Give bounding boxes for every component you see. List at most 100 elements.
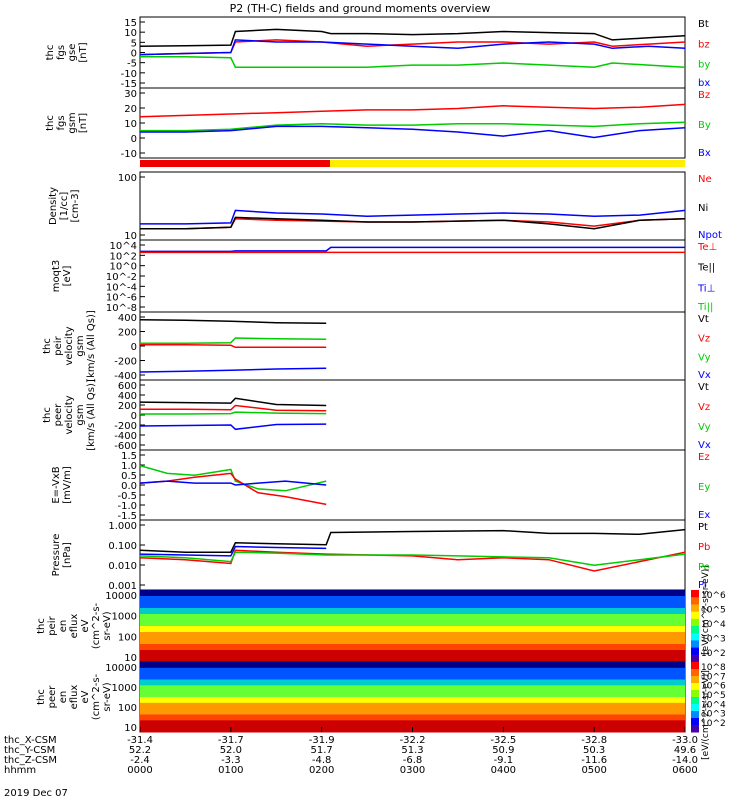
heatmap-cell (140, 614, 685, 621)
y-axis-label: thc (45, 115, 56, 131)
panel-p7: E=-VxB [mV/m] 1.51.00.50.0-0.5-1.0-1.5 Ez Ey… (51, 449, 710, 522)
y-tick-label: 0 (131, 134, 137, 145)
x-tick-label: -11.6 (581, 755, 607, 766)
y-axis-label: gse (67, 44, 78, 62)
series-line-Ni (140, 216, 686, 230)
y-tick-label: 0.001 (108, 581, 137, 592)
legend-entry: bz (698, 39, 710, 50)
colorbar-segment (691, 669, 699, 677)
series-line-Ey (139, 464, 327, 492)
y-axis-label: eflux (69, 685, 80, 710)
heatmap-cell (140, 714, 685, 721)
y-tick-label: -0.5 (117, 491, 137, 502)
y-tick-label: -400 (114, 371, 137, 382)
legend-entry: Bx (698, 148, 711, 159)
colorbar-bottom-label: [eV/(cm^2-s-sr-eV)] (701, 670, 711, 760)
x-tick-label: 50.9 (492, 745, 514, 756)
x-tick-label: -32.8 (581, 735, 607, 746)
date-label: 2019 Dec 07 (4, 788, 68, 799)
x-tick-label: 0600 (672, 765, 697, 776)
panel-p5: thc peir velocity gsm [km/s (All Qs)] 400 200 0… (42, 310, 711, 382)
colorbar-segment (691, 662, 699, 670)
x-tick-label: 52.2 (129, 745, 151, 756)
y-tick-label: 200 (118, 401, 137, 412)
series-line-Ez (139, 472, 327, 506)
legend-entry: Vz (698, 333, 710, 344)
y-axis-label: [km/s (All Qs)] (86, 379, 97, 451)
y-tick-label: 1.5 (121, 451, 137, 462)
y-tick-label: 10 (124, 119, 137, 130)
y-tick-label: 400 (118, 391, 137, 402)
y-tick-label: 10 (124, 653, 137, 664)
panel-p2: thc fgs gsm [nT] 30 20 10 0 -10 Bz By Bx (45, 87, 711, 160)
y-tick-label: 0 (131, 49, 137, 60)
y-axis-label: gsm (67, 112, 78, 133)
x-row-label: thc_X-CSM (4, 735, 57, 746)
y-axis-label: [nPa] (62, 542, 73, 568)
heatmap-cell (140, 679, 685, 686)
y-axis-label: en (58, 691, 69, 704)
y-tick-label: 10000 (105, 591, 137, 602)
series-line-Bz (139, 103, 686, 118)
y-tick-label: -200 (114, 421, 137, 432)
legend-entry: Vt (698, 314, 709, 325)
colorbar-segment (691, 654, 699, 663)
y-axis-label: peer (53, 403, 64, 427)
y-tick-label: 10^4 (110, 241, 137, 252)
legend-entry: Bt (698, 19, 709, 30)
legend-entry: by (698, 60, 710, 71)
x-tick-label: -31.9 (309, 735, 335, 746)
x-tick-label: -6.8 (403, 755, 423, 766)
y-tick-label: -15 (121, 79, 137, 90)
y-axis-label: gsm (75, 335, 86, 356)
y-axis-label: fgs (56, 115, 67, 130)
colorbar-tick-label: 10^4 (701, 700, 726, 710)
legend-entry: Ti|| (697, 302, 713, 313)
x-row-label: thc_Z-CSM (4, 755, 57, 766)
y-tick-label: -10 (121, 149, 137, 160)
y-axis-label: peir (47, 615, 58, 635)
x-tick-label: -4.8 (312, 755, 332, 766)
heatmap-cell (140, 702, 685, 710)
heatmap-cell (140, 708, 685, 715)
y-tick-label: 1000 (112, 683, 137, 694)
colorbar-tick-label: 10^3 (701, 710, 726, 720)
legend-entry: Vx (698, 440, 711, 451)
series-line-Npot (140, 209, 686, 225)
y-tick-label: 1.0 (121, 461, 137, 472)
y-tick-label: 30 (124, 89, 137, 100)
legend-entry: By (698, 120, 711, 131)
x-tick-label: 0300 (400, 765, 425, 776)
y-tick-label: 100 (118, 173, 137, 184)
colorbar-segment (691, 718, 699, 726)
colorbar-tick-label: 10^8 (701, 663, 726, 673)
x-tick-label: -32.5 (490, 735, 516, 746)
colorbar-tick-label: 10^6 (701, 591, 726, 601)
colorbar-tick-label: 10^5 (701, 606, 726, 616)
y-tick-label: 600 (118, 381, 137, 392)
y-tick-label: 400 (118, 313, 137, 324)
y-axis-label: (cm^2-s- (91, 602, 102, 649)
panel-p10: thc peer en eflux eV (cm^2-s-sr-eV) 10000 1000 1… (36, 661, 726, 734)
panel-p6: thc peer velocity gsm [km/s (All Qs)] 6004002… (42, 379, 711, 452)
colorbar-tick-label: 10^3 (701, 635, 726, 645)
legend-entry: Ne (698, 174, 712, 185)
y-tick-label: 15 (124, 18, 137, 29)
heatmap-cell (140, 720, 685, 727)
series-line-bx (139, 39, 686, 56)
panel-p8: Pressure [nPa] 1.000 0.100 0.010 0.001 Pt Pb Pe P… (51, 519, 710, 592)
series-line-Vx (139, 367, 327, 373)
y-axis-label: (cm^2-s- (91, 673, 102, 720)
x-tick-label: 50.3 (583, 745, 605, 756)
y-axis-label: Pressure (51, 534, 62, 577)
colorbar-tick-label: 10^5 (701, 691, 726, 701)
colorbar-segment (691, 626, 699, 634)
x-tick-label: 49.6 (674, 745, 696, 756)
y-tick-label: -1.0 (117, 501, 137, 512)
y-axis-label: [nT] (78, 42, 89, 62)
y-tick-label: -10 (121, 69, 137, 80)
series-line-Vt (139, 318, 327, 325)
mode-bar-fast (330, 160, 685, 167)
